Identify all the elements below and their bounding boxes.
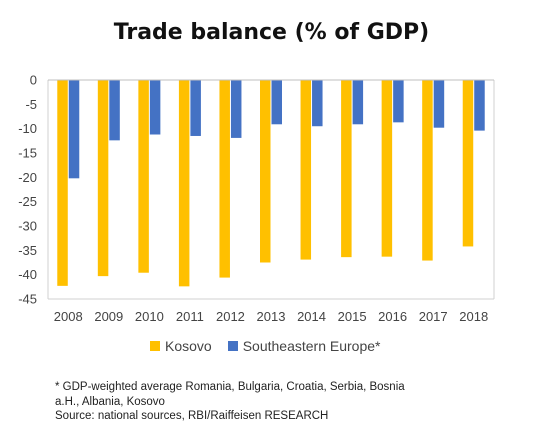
x-tick-label: 2015 xyxy=(338,309,367,324)
bar xyxy=(271,80,282,125)
x-tick-label: 2016 xyxy=(378,309,407,324)
footnote-line-3: Source: national sources, RBI/Raiffeisen… xyxy=(55,410,329,422)
x-tick-label: 2014 xyxy=(297,309,326,324)
legend-label-see: Southeastern Europe* xyxy=(242,338,381,354)
bar xyxy=(190,80,201,136)
y-tick-label: -40 xyxy=(18,267,37,282)
x-tick-label: 2013 xyxy=(257,309,286,324)
bar xyxy=(149,80,161,135)
y-tick-label: -20 xyxy=(18,170,37,185)
y-tick-label: -35 xyxy=(18,243,37,258)
legend-item-see: Southeastern Europe* xyxy=(227,338,381,354)
x-tick-label: 2008 xyxy=(54,309,83,324)
x-tick-label: 2017 xyxy=(419,309,448,324)
bar xyxy=(109,80,120,141)
bar xyxy=(260,80,271,263)
x-tick-label: 2012 xyxy=(216,309,245,324)
bar xyxy=(138,80,149,273)
legend-swatch-see xyxy=(227,341,238,351)
bar xyxy=(219,80,230,278)
bar xyxy=(393,80,404,123)
bar xyxy=(433,80,445,128)
y-tick-label: -45 xyxy=(18,292,37,307)
x-tick-label: 2018 xyxy=(459,309,488,324)
y-tick-label: -5 xyxy=(25,97,37,112)
bar xyxy=(474,80,485,131)
y-tick-label: -15 xyxy=(18,146,37,161)
legend-item-kosovo: Kosovo xyxy=(150,338,212,354)
y-tick-label: -25 xyxy=(18,194,37,209)
footnote-line-1: * GDP-weighted average Romania, Bulgaria… xyxy=(55,381,405,393)
x-tick-label: 2009 xyxy=(94,309,123,324)
bar xyxy=(178,80,190,287)
bar xyxy=(57,80,68,286)
bar xyxy=(462,80,474,247)
x-tick-label: 2010 xyxy=(135,309,164,324)
chart-legend: Kosovo Southeastern Europe* xyxy=(150,338,396,354)
y-tick-label: -30 xyxy=(18,219,37,234)
legend-label-kosovo: Kosovo xyxy=(165,338,212,354)
bar xyxy=(97,80,109,277)
y-tick-label: 0 xyxy=(30,73,37,88)
legend-swatch-kosovo xyxy=(150,341,160,351)
bar xyxy=(300,80,312,260)
chart-title: Trade balance (% of GDP) xyxy=(113,20,430,45)
bar xyxy=(341,80,352,258)
footnote-line-2: a.H., Albania, Kosovo xyxy=(55,395,165,408)
bar xyxy=(230,80,242,138)
bar xyxy=(381,80,393,257)
bar xyxy=(352,80,364,125)
y-tick-label: -10 xyxy=(18,121,37,136)
bar xyxy=(68,80,80,179)
footnote: * GDP-weighted average Romania, Bulgaria… xyxy=(55,380,495,424)
bar xyxy=(422,80,433,261)
x-tick-label: 2011 xyxy=(176,309,204,324)
bar xyxy=(312,80,323,127)
